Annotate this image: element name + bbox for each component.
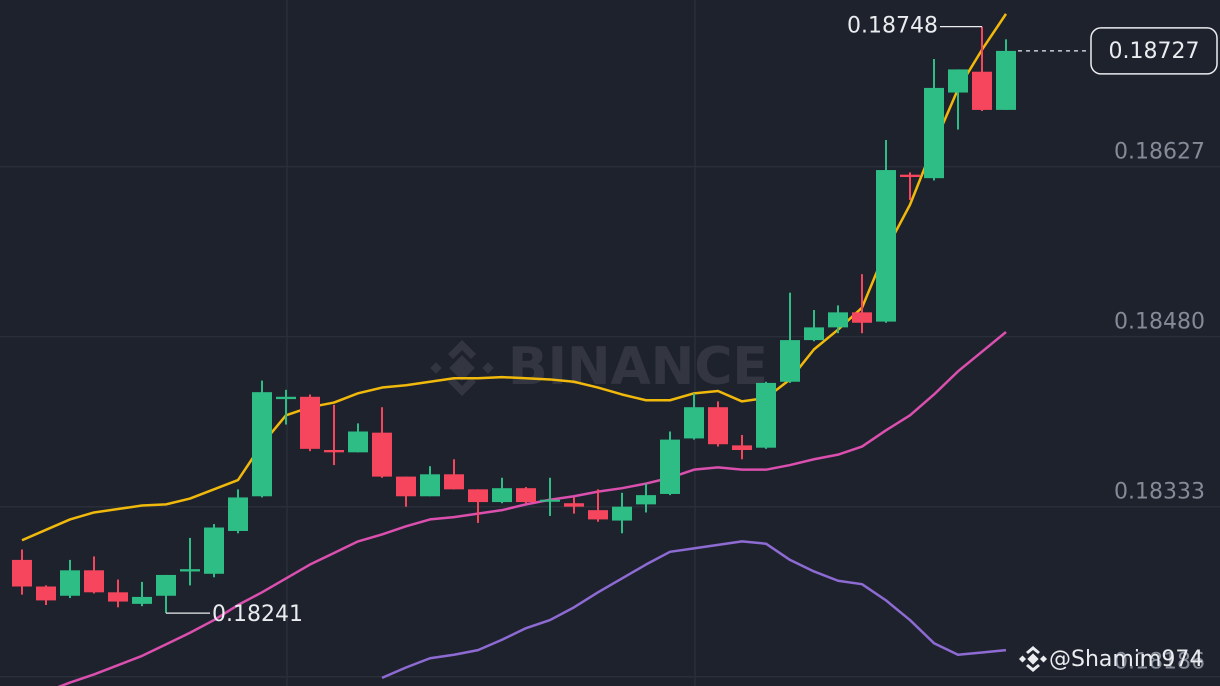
watermark-text: BINANCE <box>508 337 768 397</box>
candle-body <box>156 574 176 596</box>
low-label: 0.18241 <box>212 602 303 627</box>
y-tick-label: 0.18186 <box>1114 650 1205 675</box>
candle-body <box>540 499 560 502</box>
candle-body <box>84 570 104 593</box>
candle-body <box>708 407 728 445</box>
candle-body <box>972 71 992 110</box>
credit: @Shamim974 <box>1049 647 1203 672</box>
candle-body <box>612 506 632 521</box>
candle-body <box>900 174 920 177</box>
candle-body <box>300 396 320 449</box>
candle-body <box>12 559 32 587</box>
candle-body <box>516 488 536 503</box>
candle-body <box>108 592 128 602</box>
last-price-box <box>1090 27 1218 75</box>
high-label: 0.18748 <box>847 14 938 39</box>
candle-body <box>204 527 224 574</box>
candle-body <box>492 488 512 503</box>
candle-body <box>924 87 944 179</box>
last-price-label: 0.18727 <box>1109 39 1200 64</box>
y-tick-label: 0.18627 <box>1114 140 1205 165</box>
candle-body <box>396 476 416 497</box>
y-tick-label: 0.18333 <box>1114 480 1205 505</box>
candle-body <box>444 474 464 490</box>
candle-body <box>252 392 272 497</box>
candle-body <box>348 431 368 453</box>
indicator-line <box>381 540 1007 680</box>
indicator-line <box>57 331 1007 686</box>
candle-body <box>828 312 848 328</box>
labels: 0.18186 0.18333 0.18480 0.18627 0.18748 0.182… <box>166 14 1218 675</box>
candle-body <box>132 596 152 604</box>
candle-body <box>660 439 680 494</box>
candle-body <box>420 474 440 497</box>
candle-body <box>732 445 752 451</box>
candle-body <box>324 450 344 453</box>
candle-body <box>948 69 968 93</box>
candle-body <box>276 396 296 400</box>
y-tick-label: 0.18480 <box>1114 310 1205 335</box>
candle-body <box>468 489 488 503</box>
candle-body <box>564 503 584 507</box>
candle-body <box>996 50 1016 110</box>
candle-body <box>780 340 800 382</box>
candle-body <box>180 569 200 572</box>
candle-body <box>756 382 776 448</box>
candle-body <box>636 495 656 505</box>
candle-body <box>876 170 896 322</box>
candle-body <box>684 407 704 439</box>
grid <box>0 165 1220 678</box>
candle-body <box>372 432 392 477</box>
candle-body <box>36 586 56 601</box>
candle-body <box>588 510 608 520</box>
candles <box>12 26 1016 614</box>
candle-body <box>804 327 824 341</box>
candle-body <box>60 570 80 596</box>
candle-body <box>228 497 248 531</box>
candle-body <box>852 312 872 323</box>
